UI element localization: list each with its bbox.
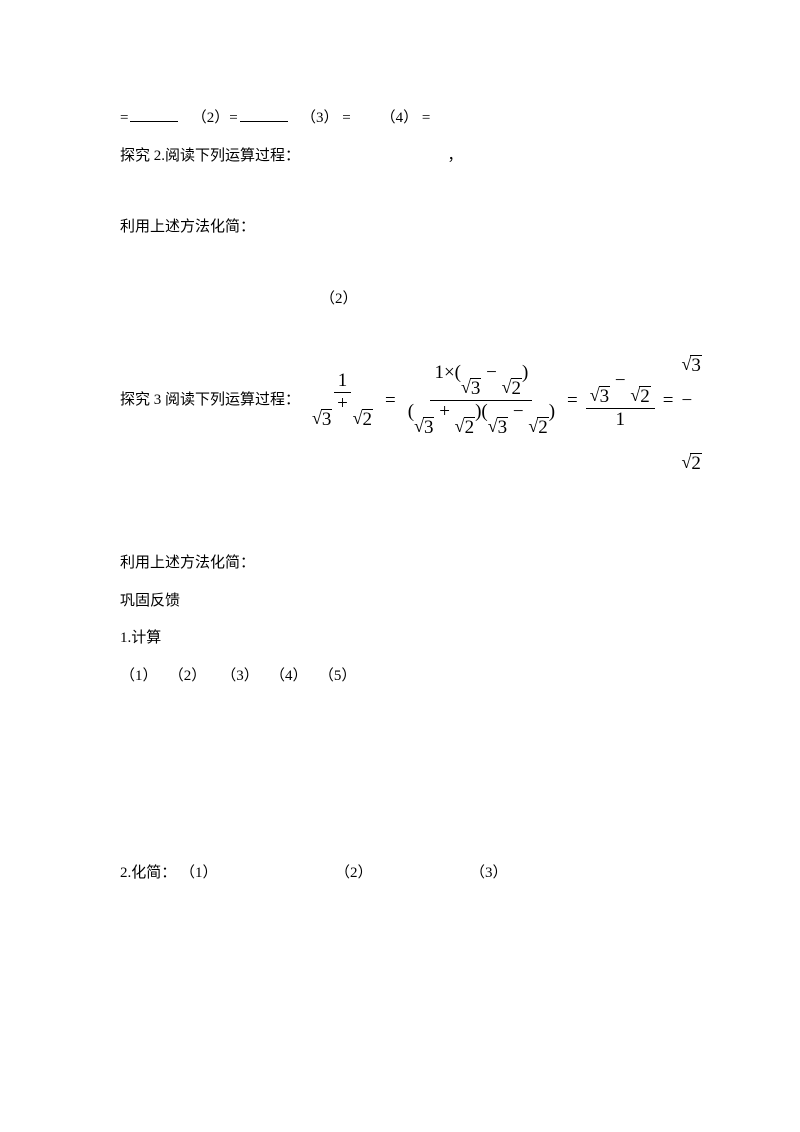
explore-2-comma: ， [448,148,463,164]
sqrt-2b: √2 [502,378,522,400]
equals: = [383,377,398,425]
explore-3-formula: 1 √3 + √2 = 1×(√3 − √2) (√3 + √2)(√3 [308,326,702,475]
explore-3-label: 探究 3 阅读下列运算过程： [120,382,300,420]
frac-1: 1 √3 + √2 [308,370,377,431]
sqrt-2e: √2 [630,386,650,408]
calc-4: （4） [270,668,308,684]
use-above-2: 利用上述方法化简： [120,545,685,583]
sqrt-2c: √2 [455,417,475,439]
sub-item-2: （2） [120,281,685,319]
item-2: （2）= [192,110,238,126]
answer-line-1: = （2）= （3） = （4） = [120,100,685,138]
document-page: = （2）= （3） = （4） = 探究 2.阅读下列运算过程： ， 利用上述… [0,0,800,893]
calc-3: （3） [221,668,259,684]
result: √3 − √2 [681,326,701,475]
sqrt-2d: √2 [528,417,548,439]
sqrt-2f: √2 [681,453,701,475]
calc-2: （2） [169,668,207,684]
frac-2: 1×(√3 − √2) (√3 + √2)(√3 − √2) [404,362,559,439]
simplify-2: （2） [335,865,373,881]
equals-3: = [661,377,676,425]
calc-1: （1） [120,668,158,684]
use-above-1: 利用上述方法化简： [120,209,685,247]
simplify-line: 2.化简： （1） （2） （3） [120,855,685,893]
frac-3: √3 − √2 1 [586,370,655,431]
explore-3-row: 探究 3 阅读下列运算过程： 1 √3 + √2 = 1×(√3 − √2) [120,326,685,475]
simplify-1: （1） [180,865,218,881]
frac-3-num: √3 − √2 [586,370,655,409]
frac-2-num: 1×(√3 − √2) [430,362,532,401]
blank-1 [130,106,178,122]
equals-2: = [565,377,580,425]
sqrt-2: √2 [353,409,373,431]
frac-1-num: 1 [334,370,352,393]
sqrt-3e: √3 [590,386,610,408]
blank-2 [240,106,288,122]
calc-title: 1.计算 [120,620,685,658]
sqrt-3c: √3 [414,417,434,439]
equals-1: = [120,110,128,126]
explore-2-line: 探究 2.阅读下列运算过程： ， [120,138,685,176]
frac-1-den: √3 + √2 [308,393,377,431]
frac-3-den: 1 [612,409,630,431]
sqrt-3: √3 [312,409,332,431]
feedback-title: 巩固反馈 [120,583,685,621]
simplify-3: （3） [470,865,508,881]
calc-items: （1） （2） （3） （4） （5） [120,658,685,696]
frac-2-den: (√3 + √2)(√3 − √2) [404,401,559,439]
sqrt-3f: √3 [681,355,701,377]
simplify-title: 2.化简： [120,865,176,881]
item-4: （4） = [381,110,431,126]
explore-2-title: 探究 2.阅读下列运算过程： [120,148,300,164]
sqrt-3d: √3 [488,417,508,439]
calc-5: （5） [319,668,357,684]
item-3: （3） = [301,110,351,126]
sqrt-3b: √3 [461,378,481,400]
